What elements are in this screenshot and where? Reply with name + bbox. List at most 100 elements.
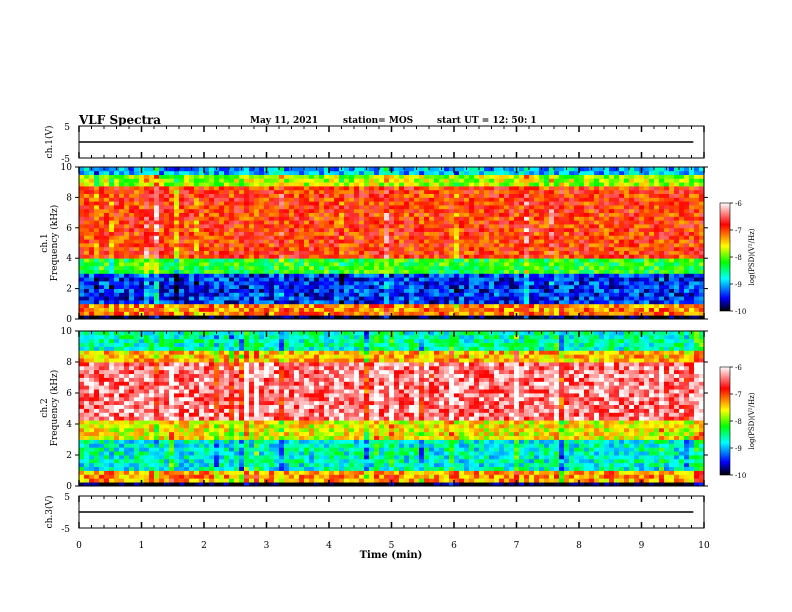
spectrogram-cell (614, 182, 620, 187)
spectrogram-cell (124, 197, 130, 202)
spectrogram-cell (104, 174, 110, 179)
spectrogram-cell (304, 216, 310, 221)
spectrogram-cell (469, 186, 475, 191)
spectrogram-cell (139, 216, 145, 221)
spectrogram-cell (574, 243, 580, 248)
spectrogram-cell (569, 307, 575, 312)
spectrogram-cell (279, 250, 285, 255)
spectrogram-cell (654, 269, 660, 274)
spectrogram-cell (139, 227, 145, 232)
spectrogram-cell (254, 288, 260, 293)
spectrogram-cell (544, 277, 550, 282)
spectrogram-cell (304, 258, 310, 263)
spectrogram-cell (174, 189, 180, 194)
spectrogram-cell (129, 216, 135, 221)
spectrogram-cell (604, 227, 610, 232)
spectrogram-cell (269, 288, 275, 293)
spectrogram-cell (684, 269, 690, 274)
spectrogram-cell (269, 281, 275, 286)
spectrogram-cell (544, 292, 550, 297)
spectrogram-cell (569, 201, 575, 206)
spectrogram-cell (354, 235, 360, 240)
spectrogram-cell (134, 186, 140, 191)
spectrogram-cell (424, 170, 430, 175)
spectrogram-cell (269, 193, 275, 198)
spectrogram-cell (514, 265, 520, 270)
spectrogram-cell (134, 258, 140, 263)
spectrogram-cell (534, 212, 540, 217)
spectrogram-cell (219, 243, 225, 248)
spectrogram-cell (259, 273, 265, 278)
spectrogram-cell (669, 269, 675, 274)
spectrogram-cell (499, 182, 505, 187)
spectrogram-cell (584, 239, 590, 244)
spectrogram-cell (459, 300, 465, 305)
spectrogram-cell (249, 224, 255, 229)
spectrogram-cell (319, 277, 325, 282)
spectrogram-cell (559, 300, 565, 305)
spectrogram-cell (404, 292, 410, 297)
spectrogram-cell (234, 311, 240, 316)
spectrogram-cell (149, 269, 155, 274)
spectrogram-cell (289, 227, 295, 232)
spectrogram-cell (104, 167, 110, 172)
spectrogram-cell (429, 250, 435, 255)
spectrogram-cell (374, 311, 380, 316)
spectrogram-cell (459, 265, 465, 270)
spectrogram-cell (239, 205, 245, 210)
spectrogram-cell (554, 197, 560, 202)
spectrogram-cell (139, 273, 145, 278)
spectrogram-cell (674, 277, 680, 282)
spectrogram-cell (534, 273, 540, 278)
spectrogram-cell (164, 273, 170, 278)
spectrogram-cell (574, 201, 580, 206)
spectrogram-cell (159, 246, 165, 251)
spectrogram-cell (104, 307, 110, 312)
spectrogram-cell (154, 315, 160, 320)
spectrogram-cell (564, 288, 570, 293)
spectrogram-cell (599, 170, 605, 175)
spectrogram-cell (529, 197, 535, 202)
spectrogram-cell (644, 243, 650, 248)
spectrogram-cell (379, 254, 385, 259)
spectrogram-cell (224, 227, 230, 232)
spectrogram-cell (214, 292, 220, 297)
spectrogram-cell (209, 205, 215, 210)
spectrogram-cell (99, 227, 105, 232)
spectrogram-cell (359, 307, 365, 312)
spectrogram-cell (454, 281, 460, 286)
spectrogram-cell (154, 178, 160, 183)
spectrogram-cell (454, 189, 460, 194)
spectrogram-cell (144, 216, 150, 221)
spectrogram-cell (564, 174, 570, 179)
spectrogram-cell (274, 220, 280, 225)
spectrogram-cell (619, 258, 625, 263)
spectrogram-cell (594, 205, 600, 210)
spectrogram-cell (269, 227, 275, 232)
spectrogram-cell (274, 170, 280, 175)
spectrogram-cell (124, 170, 130, 175)
spectrogram-cell (574, 269, 580, 274)
spectrogram-cell (254, 265, 260, 270)
spectrogram-cell (129, 262, 135, 267)
spectrogram-cell (434, 212, 440, 217)
spectrogram-cell (374, 246, 380, 251)
spectrogram-cell (224, 246, 230, 251)
spectrogram-cell (659, 311, 665, 316)
spectrogram-cell (359, 243, 365, 248)
spectrogram-cell (119, 246, 125, 251)
spectrogram-cell (129, 189, 135, 194)
spectrogram-cell (99, 311, 105, 316)
spectrogram-cell (589, 250, 595, 255)
spectrogram-cell (624, 239, 630, 244)
spectrogram-cell (484, 178, 490, 183)
spectrogram-cell (344, 246, 350, 251)
spectrogram-cell (119, 205, 125, 210)
spectrogram-cell (574, 254, 580, 259)
spectrogram-cell (109, 281, 115, 286)
spectrogram-cell (154, 284, 160, 289)
spectrogram-cell (684, 281, 690, 286)
spectrogram-cell (664, 174, 670, 179)
spectrogram-cell (394, 303, 400, 308)
spectrogram-cell (669, 284, 675, 289)
